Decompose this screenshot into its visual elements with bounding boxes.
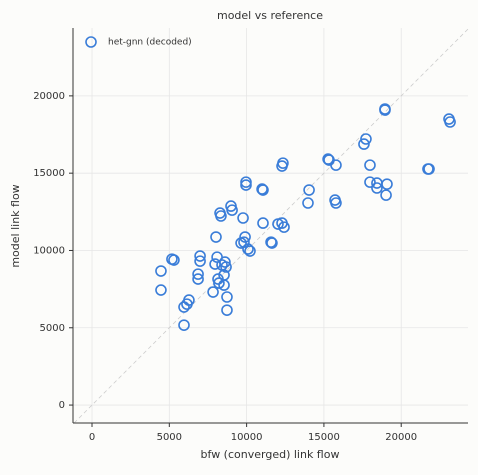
point xyxy=(277,157,289,169)
point xyxy=(213,277,225,289)
x-axis-label: bfw (converged) link flow xyxy=(201,448,340,461)
point xyxy=(444,116,456,128)
point xyxy=(423,163,435,175)
point xyxy=(181,298,193,310)
reference-line xyxy=(73,28,469,424)
point xyxy=(302,197,314,209)
point xyxy=(278,221,290,233)
point xyxy=(266,237,278,249)
point xyxy=(240,179,252,191)
point xyxy=(219,256,231,268)
y-tick-label: 15000 xyxy=(33,168,65,179)
point xyxy=(239,231,251,243)
x-tick-label: 15000 xyxy=(308,432,340,443)
x-tick-label: 5000 xyxy=(157,432,182,443)
point xyxy=(381,178,393,190)
point xyxy=(210,231,222,243)
point xyxy=(257,217,269,229)
point xyxy=(322,153,334,165)
point xyxy=(330,159,342,171)
chart-title: model vs reference xyxy=(217,9,323,22)
legend-label: het-gnn (decoded) xyxy=(108,38,192,48)
point xyxy=(257,184,269,196)
y-tick-label: 20000 xyxy=(33,91,65,102)
point xyxy=(226,204,238,216)
point xyxy=(220,261,232,273)
point xyxy=(218,279,230,291)
point xyxy=(244,245,256,257)
y-tick-label: 5000 xyxy=(40,323,65,334)
point xyxy=(371,182,383,194)
point xyxy=(360,133,372,145)
point xyxy=(265,236,277,248)
point xyxy=(358,138,370,150)
point xyxy=(194,255,206,267)
point xyxy=(192,273,204,285)
legend-marker xyxy=(85,36,97,48)
point xyxy=(221,291,233,303)
y-axis-label: model link flow xyxy=(9,184,22,267)
point xyxy=(155,265,167,277)
point xyxy=(380,189,392,201)
point xyxy=(242,243,254,255)
x-tick-label: 0 xyxy=(89,432,95,443)
point xyxy=(237,212,249,224)
point xyxy=(364,159,376,171)
point xyxy=(379,104,391,116)
x-tick-label: 10000 xyxy=(231,432,263,443)
point xyxy=(178,319,190,331)
point xyxy=(303,184,315,196)
point xyxy=(215,210,227,222)
point xyxy=(207,286,219,298)
point xyxy=(256,183,268,195)
x-tick-label: 20000 xyxy=(385,432,417,443)
point xyxy=(192,268,204,280)
y-tick-label: 10000 xyxy=(33,245,65,256)
point xyxy=(168,254,180,266)
point xyxy=(194,250,206,262)
y-tick-label: 0 xyxy=(59,400,65,411)
point xyxy=(364,176,376,188)
point xyxy=(155,284,167,296)
point xyxy=(221,304,233,316)
point xyxy=(330,197,342,209)
